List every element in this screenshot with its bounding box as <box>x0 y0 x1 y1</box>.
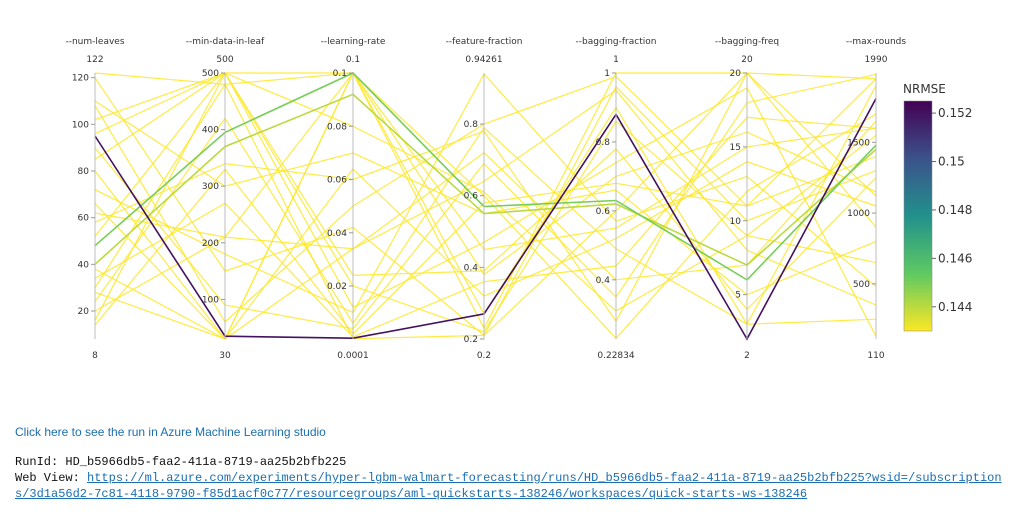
axis-tick-label: 300 <box>202 182 219 192</box>
axis-tick-label: 0.08 <box>327 122 347 132</box>
run-line <box>94 85 877 326</box>
axis-tick-label: 0.04 <box>327 229 347 239</box>
axis-min-label: 8 <box>92 351 98 361</box>
web-view-url-link[interactable]: https://ml.azure.com/experiments/hyper-l… <box>15 471 1002 501</box>
axis-min-label: 2 <box>744 351 750 361</box>
axis-title: --min-data-in-leaf <box>186 37 265 47</box>
axis-tick-label: 60 <box>78 214 90 224</box>
axis-tick-label: 100 <box>202 295 219 305</box>
axis-tick-label: 0.06 <box>327 176 347 186</box>
axis-min-label: 0.2 <box>477 351 491 361</box>
axis-tick-label: 20 <box>730 69 742 79</box>
axis-max-label: 1 <box>613 55 619 65</box>
azure-ml-studio-link[interactable]: Click here to see the run in Azure Machi… <box>15 425 326 439</box>
axis-max-label: 122 <box>86 55 103 65</box>
axis-tick-label: 0.1 <box>333 69 347 79</box>
axis-min-label: 0.0001 <box>337 351 369 361</box>
colorbar-tick-label: 0.146 <box>938 251 972 265</box>
axis-tick-label: 10 <box>730 217 742 227</box>
axis-tick-label: 500 <box>202 69 219 79</box>
run-line <box>94 75 877 323</box>
axis-max-label: 0.94261 <box>465 55 502 65</box>
axis-tick-label: 0.6 <box>464 192 479 202</box>
axis-tick-label: 1500 <box>847 138 870 148</box>
axis-tick-label: 0.6 <box>596 207 611 217</box>
axis-max-label: 20 <box>741 55 753 65</box>
parallel-coordinates-chart: --num-leaves122812010080604020--min-data… <box>65 37 972 361</box>
axis-tick-label: 80 <box>78 167 90 177</box>
axis-title: --max-rounds <box>846 37 906 47</box>
axis-tick-label: 15 <box>730 143 741 153</box>
axis-title: --learning-rate <box>321 37 386 47</box>
web-view-label: Web View: <box>15 471 88 485</box>
axis-tick-label: 5 <box>735 291 741 301</box>
run-info: RunId: HD_b5966db5-faa2-411a-8719-aa25b2… <box>15 454 1005 502</box>
web-view-line: Web View: https://ml.azure.com/experimen… <box>15 470 1005 502</box>
axis-tick-label: 0.4 <box>596 276 611 286</box>
axis-tick-label: 0.8 <box>596 138 611 148</box>
axis-min-label: 110 <box>867 351 884 361</box>
axis-tick-label: 1000 <box>847 209 870 219</box>
axis-max-label: 1990 <box>865 55 888 65</box>
axis-tick-label: 120 <box>72 74 89 84</box>
axis-title: --feature-fraction <box>446 37 523 47</box>
axis-tick-label: 0.02 <box>327 282 347 292</box>
axis-tick-label: 200 <box>202 239 219 249</box>
axes: --num-leaves122812010080604020--min-data… <box>65 37 906 361</box>
axis-tick-label: 400 <box>202 126 219 136</box>
axis-tick-label: 0.2 <box>464 335 478 345</box>
run-id-line: RunId: HD_b5966db5-faa2-411a-8719-aa25b2… <box>15 454 1005 470</box>
colorbar-tick-label: 0.148 <box>938 203 972 217</box>
colorbar-gradient <box>903 100 933 332</box>
axis-tick-label: 500 <box>853 280 870 290</box>
colorbar-tick-label: 0.152 <box>938 106 972 120</box>
run-id-label: RunId: <box>15 455 66 469</box>
axis-tick-label: 0.4 <box>464 263 479 273</box>
axis-tick-label: 100 <box>72 120 89 130</box>
axis-title: --num-leaves <box>65 37 124 47</box>
axis-title: --bagging-fraction <box>576 37 657 47</box>
axis-min-label: 30 <box>219 351 231 361</box>
axis-tick-label: 1 <box>604 69 610 79</box>
axis-tick-label: 40 <box>78 260 90 270</box>
axis-tick-label: 20 <box>78 307 90 317</box>
axis-min-label: 0.22834 <box>597 351 634 361</box>
colorbar-tick-label: 0.15 <box>938 155 965 169</box>
colorbar-legend: NRMSE 0.152 0.15 0.148 0.146 0.144 <box>903 82 972 332</box>
run-id-value: HD_b5966db5-faa2-411a-8719-aa25b2bfb225 <box>65 455 347 469</box>
axis-tick-label: 0.8 <box>464 120 479 130</box>
colorbar-title: NRMSE <box>903 82 946 96</box>
colorbar-tick-label: 0.144 <box>938 300 972 314</box>
axis-title: --bagging-freq <box>715 37 779 47</box>
axis-max-label: 0.1 <box>346 55 360 65</box>
axis-max-label: 500 <box>216 55 233 65</box>
